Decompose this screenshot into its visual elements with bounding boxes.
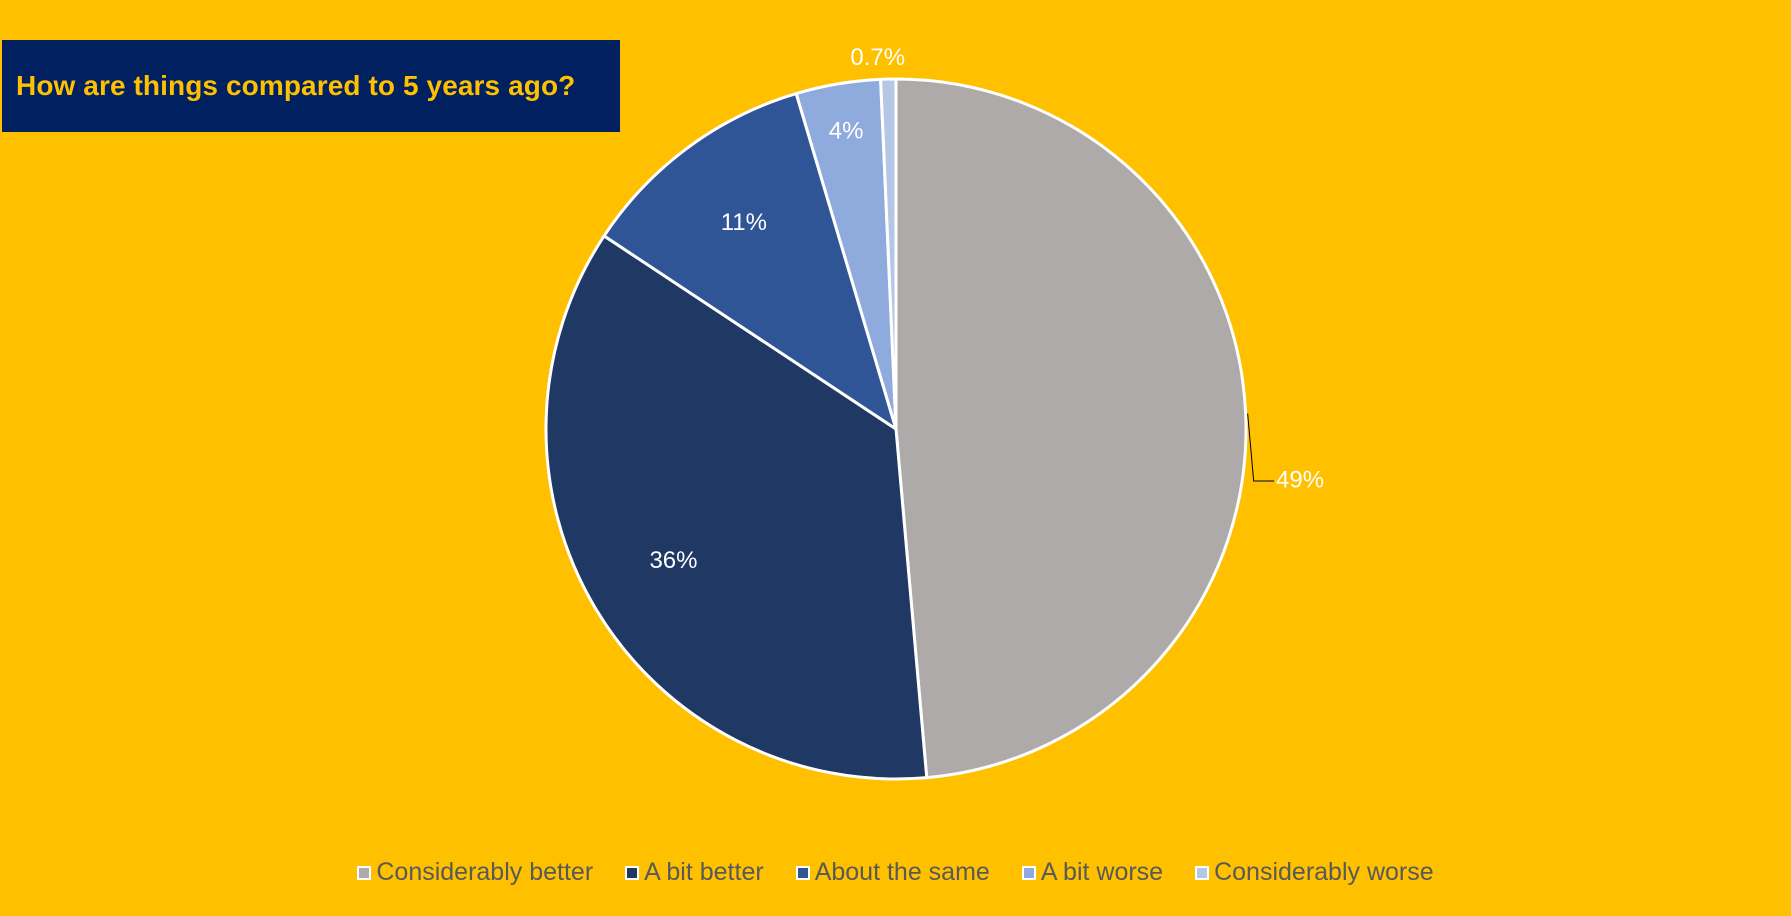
legend-label: Considerably worse xyxy=(1214,858,1434,886)
legend-label: Considerably better xyxy=(376,858,594,886)
legend-item-about-the-same: About the same xyxy=(795,858,990,887)
data-label-considerably-better: 49% xyxy=(1276,466,1324,493)
leader-lines xyxy=(1247,413,1274,482)
data-label-considerably-worse: 0.7% xyxy=(850,44,905,71)
pie-slice-a-bit-better xyxy=(544,234,929,781)
legend-swatch xyxy=(357,865,372,880)
legend-label: A bit worse xyxy=(1040,858,1164,886)
legend-swatch xyxy=(625,865,640,880)
chart-title-box: How are things compared to 5 years ago? xyxy=(2,40,620,132)
pie-slice-considerably-better xyxy=(894,77,1248,780)
pie-slices xyxy=(544,77,1248,781)
data-labels: 49% 36% 11% 4% 0.7% xyxy=(649,44,1324,574)
data-label-a-bit-better: 36% xyxy=(649,547,697,574)
pie-slice-considerably-worse xyxy=(879,77,898,431)
chart-title: How are things compared to 5 years ago? xyxy=(16,70,576,101)
legend-item-a-bit-worse: A bit worse xyxy=(1021,858,1164,887)
legend-item-considerably-worse: Considerably worse xyxy=(1195,858,1434,887)
legend-item-considerably-better: Considerably better xyxy=(357,858,593,887)
legend-swatch xyxy=(795,865,810,880)
legend-swatch xyxy=(1021,865,1036,880)
legend-swatch xyxy=(1195,865,1210,880)
data-label-a-bit-worse: 4% xyxy=(829,118,864,145)
data-label-about-the-same: 11% xyxy=(721,209,767,236)
leader-line-considerably-better xyxy=(1247,413,1274,482)
legend-label: About the same xyxy=(814,858,990,886)
legend-item-a-bit-better: A bit better xyxy=(625,858,764,887)
pie-slice-about-the-same xyxy=(602,92,898,431)
legend-label: A bit better xyxy=(644,858,764,886)
legend: Considerably better A bit better About the… xyxy=(0,858,1791,887)
